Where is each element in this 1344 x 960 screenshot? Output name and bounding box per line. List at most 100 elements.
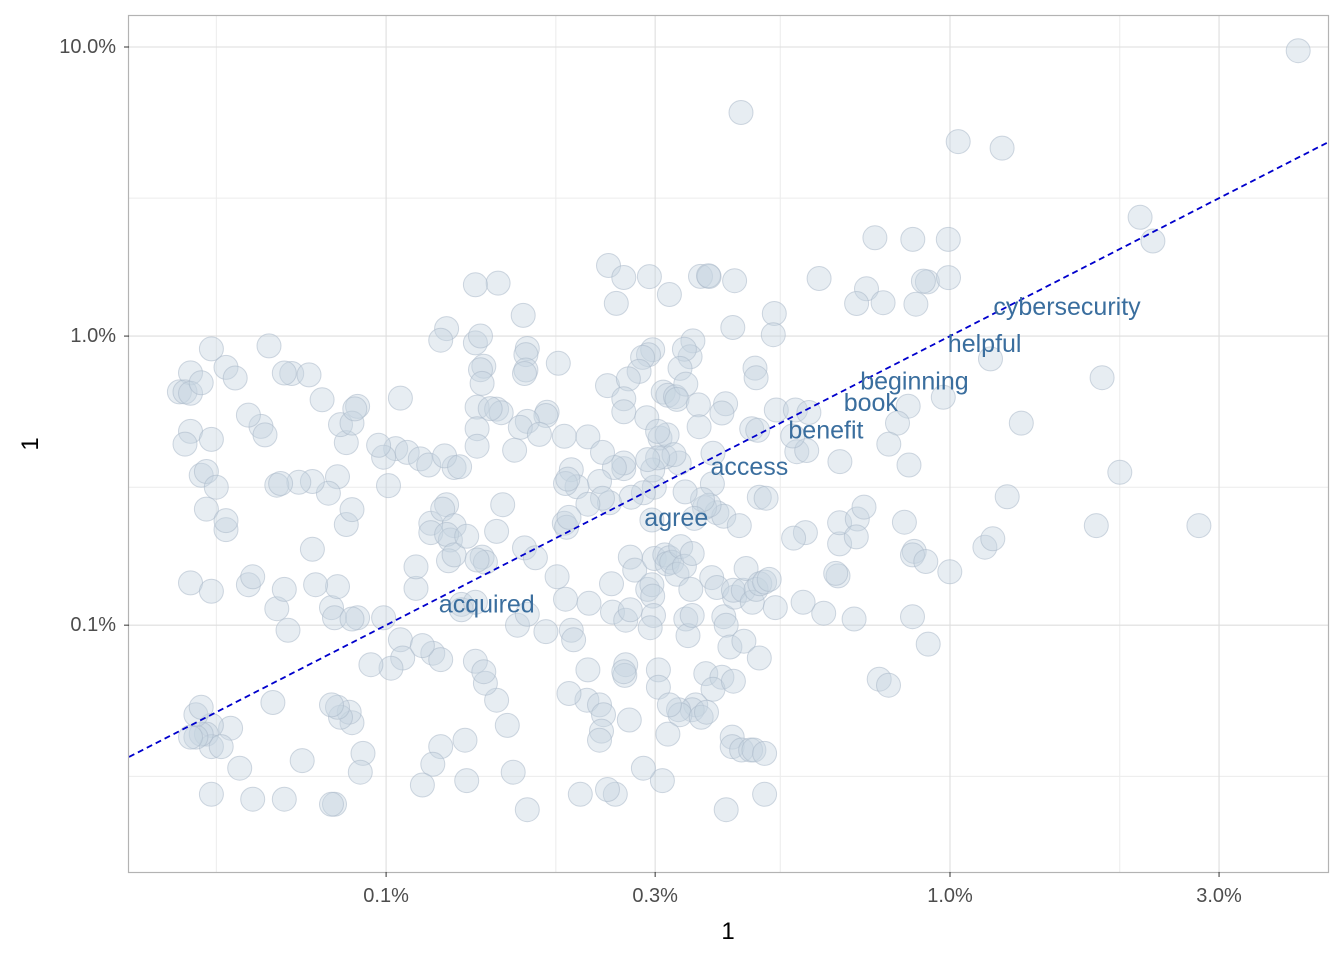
data-point: [752, 740, 778, 766]
data-point: [339, 606, 365, 632]
data-point: [366, 432, 392, 458]
data-point: [533, 403, 559, 428]
data-point: [613, 607, 639, 633]
data-point: [505, 612, 530, 638]
data-point: [637, 615, 663, 641]
data-point: [717, 634, 743, 660]
data-point: [719, 734, 745, 760]
data-point: [296, 362, 322, 388]
data-point: [213, 517, 239, 543]
data-point: [851, 494, 877, 520]
data-point: [597, 490, 622, 516]
word-label: book: [844, 389, 899, 417]
data-point: [448, 591, 474, 617]
data-point: [403, 554, 429, 580]
data-point: [945, 129, 971, 155]
data-point: [271, 786, 297, 812]
data-point: [841, 606, 867, 632]
data-point: [896, 452, 922, 478]
data-point: [686, 414, 712, 440]
data-point: [469, 544, 495, 570]
data-point: [271, 576, 297, 602]
data-point: [256, 333, 282, 359]
data-point: [688, 263, 713, 289]
data-point: [1186, 513, 1212, 539]
data-point: [806, 266, 832, 291]
data-point: [551, 423, 577, 449]
data-point: [526, 421, 552, 447]
data-point: [462, 648, 488, 674]
data-point: [726, 513, 752, 539]
data-point: [762, 595, 788, 621]
data-point: [553, 586, 578, 612]
data-point: [599, 571, 624, 597]
data-point: [711, 604, 737, 630]
data-point: [462, 272, 488, 298]
data-point: [1285, 38, 1311, 64]
data-point: [611, 265, 637, 290]
data-point: [252, 422, 278, 448]
data-point: [166, 379, 192, 405]
data-point: [673, 606, 699, 632]
data-point: [746, 484, 772, 510]
data-point: [696, 264, 722, 289]
plot-panel-border: [127, 14, 1330, 874]
major-gridlines: [129, 16, 1329, 872]
reference-line: [128, 140, 1330, 758]
data-point: [260, 690, 286, 715]
data-point: [452, 727, 478, 753]
data-point: [198, 578, 224, 604]
data-point: [556, 681, 582, 706]
data-point: [935, 226, 961, 252]
data-point: [827, 449, 853, 475]
data-point: [711, 503, 737, 529]
data-point: [448, 597, 474, 623]
data-point: [719, 724, 745, 750]
data-point: [469, 370, 495, 396]
data-point: [870, 290, 896, 316]
data-point: [611, 456, 637, 482]
data-point: [271, 360, 297, 386]
x-tick-label: 0.3%: [632, 885, 678, 907]
data-point: [378, 655, 404, 681]
data-point: [268, 471, 294, 496]
data-point: [667, 702, 693, 728]
data-point: [611, 386, 637, 412]
data-point: [692, 495, 717, 521]
word-label: helpful: [948, 330, 1022, 358]
data-point: [350, 740, 376, 766]
data-point: [743, 365, 769, 391]
data-point: [183, 702, 209, 728]
data-point: [752, 569, 778, 595]
data-point: [514, 797, 540, 823]
data-point: [699, 471, 725, 497]
data-point: [639, 572, 665, 598]
data-point: [673, 371, 699, 397]
data-point: [862, 225, 888, 251]
data-point: [741, 737, 767, 763]
data-point: [635, 447, 661, 473]
word-label: agree: [644, 504, 708, 532]
data-point: [464, 547, 490, 573]
data-point: [558, 457, 584, 483]
data-point: [1083, 513, 1109, 539]
x-tick-label: 0.1%: [363, 885, 409, 907]
data-point: [745, 417, 771, 443]
data-point: [645, 657, 671, 683]
data-point: [722, 268, 748, 294]
data-point: [339, 497, 365, 523]
data-point: [681, 505, 707, 531]
data-point: [616, 707, 642, 733]
data-point: [387, 385, 413, 411]
data-point: [325, 694, 350, 720]
data-point: [275, 617, 301, 643]
data-point: [420, 640, 446, 666]
data-point: [494, 712, 520, 738]
data-point: [347, 759, 373, 785]
data-point: [567, 781, 593, 807]
data-point: [679, 603, 705, 628]
data-point: [854, 276, 879, 302]
data-point: [484, 396, 510, 422]
data-point: [512, 535, 537, 561]
